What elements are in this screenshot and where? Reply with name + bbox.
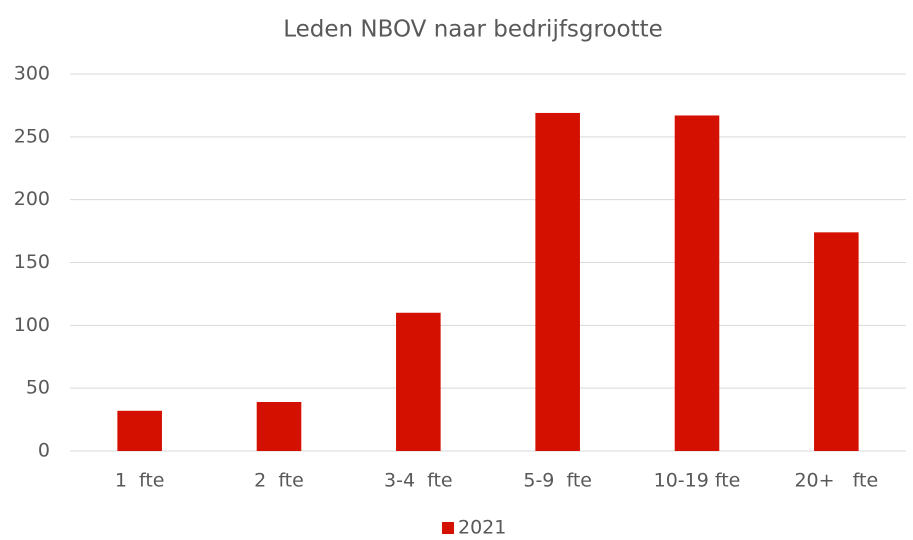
bar — [674, 115, 720, 451]
y-tick-label: 250 — [14, 125, 50, 147]
y-tick-label: 100 — [14, 314, 50, 336]
x-tick-label: 3-4 fte — [384, 470, 453, 492]
x-tick-label: 1 fte — [115, 470, 165, 492]
legend-swatch — [442, 522, 454, 534]
bar — [117, 410, 162, 451]
bar — [256, 401, 302, 451]
x-tick-label: 10-19 fte — [654, 470, 741, 492]
x-tick-label: 5-9 fte — [523, 470, 592, 492]
legend-label: 2021 — [458, 517, 506, 539]
y-tick-label: 200 — [14, 188, 50, 210]
y-tick-label: 50 — [26, 377, 50, 399]
x-tick-label: 20+ fte — [794, 470, 878, 492]
y-tick-label: 300 — [14, 63, 50, 85]
bar — [535, 112, 580, 451]
bar — [396, 312, 441, 451]
y-tick-label: 0 — [38, 440, 50, 462]
bar — [814, 232, 859, 451]
chart-title: Leden NBOV naar bedrijfsgrootte — [283, 17, 663, 43]
y-tick-label: 150 — [14, 251, 50, 273]
x-tick-label: 2 fte — [254, 470, 304, 492]
